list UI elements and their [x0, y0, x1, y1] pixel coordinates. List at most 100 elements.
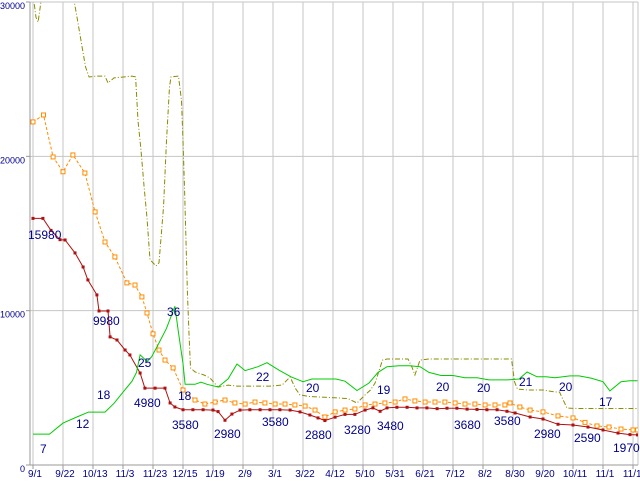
data-point-marker: [502, 402, 508, 408]
data-point-marker: [402, 396, 408, 402]
data-point-marker: [278, 408, 282, 412]
data-point-marker: [70, 152, 76, 158]
data-point-marker: [97, 309, 101, 313]
x-axis-tick-label: 9/20: [535, 469, 555, 480]
data-point-marker: [412, 398, 418, 404]
price-data-label: 2880: [305, 428, 332, 442]
data-point-marker: [202, 401, 208, 407]
x-axis-tick-label: 8/2: [478, 469, 492, 480]
data-point-marker: [616, 431, 620, 435]
price-data-label: 2590: [574, 431, 601, 445]
data-point-marker: [73, 251, 77, 255]
data-point-marker: [238, 408, 242, 412]
data-point-marker: [332, 409, 338, 415]
data-point-marker: [30, 119, 36, 125]
data-point-marker: [445, 406, 449, 410]
data-point-marker: [495, 408, 499, 412]
data-point-marker: [170, 365, 176, 371]
data-point-marker: [618, 426, 624, 432]
data-point-marker: [482, 402, 488, 408]
count-data-label: 12: [76, 417, 90, 431]
x-axis-tick-label: 9/1: [28, 469, 42, 480]
data-point-marker: [292, 402, 298, 408]
data-point-marker: [222, 397, 228, 403]
x-axis-tick-label: 12/15: [172, 469, 197, 480]
data-point-marker: [106, 309, 110, 313]
data-point-marker: [513, 411, 517, 415]
data-labels: 15980 9980 4980 3580 2980 3580 2880 3280 3480 368…: [28, 228, 640, 456]
data-point-marker: [465, 407, 469, 411]
data-point-marker: [268, 408, 272, 412]
x-axis-tick-label: 2/9: [238, 469, 252, 480]
data-point-marker: [601, 428, 605, 432]
data-point-marker: [556, 422, 560, 426]
data-point-marker: [462, 401, 468, 407]
data-point-marker: [571, 423, 575, 427]
data-point-marker: [415, 406, 419, 410]
y-axis-labels: 0 10000 20000 30000: [0, 1, 25, 474]
count-data-label: 20: [306, 381, 320, 395]
series-orange-dashed-markers: [30, 112, 638, 433]
data-point-marker: [86, 278, 90, 282]
price-data-label: 3580: [262, 415, 289, 429]
data-point-marker: [50, 154, 56, 160]
data-point-marker: [143, 386, 147, 390]
x-axis-tick-label: 5/10: [355, 469, 375, 480]
count-data-label: 36: [167, 305, 181, 319]
data-point-marker: [485, 408, 489, 412]
gridlines: [30, 1, 639, 465]
data-point-marker: [288, 408, 292, 412]
series-orange-dashed-line: [32, 114, 638, 431]
data-point-marker: [405, 405, 409, 409]
data-point-marker: [322, 414, 328, 420]
data-point-marker: [372, 401, 378, 407]
data-point-marker: [49, 228, 53, 232]
data-point-marker: [272, 401, 278, 407]
data-point-marker: [323, 419, 327, 423]
data-point-marker: [528, 415, 532, 419]
data-point-marker: [298, 410, 302, 414]
data-point-marker: [382, 400, 388, 406]
count-data-label: 17: [599, 395, 613, 409]
data-point-marker: [628, 433, 632, 437]
series-green-count-line: [33, 306, 638, 435]
data-point-marker: [216, 410, 220, 414]
x-axis-tick-label: 3/1: [268, 469, 282, 480]
data-point-marker: [606, 424, 612, 430]
data-point-marker: [191, 408, 195, 412]
count-data-label: 18: [178, 389, 192, 403]
data-point-marker: [156, 347, 162, 353]
data-point-marker: [211, 408, 215, 412]
data-point-marker: [248, 408, 252, 412]
x-axis-tick-label: 1/19: [205, 469, 225, 480]
data-point-marker: [58, 238, 62, 242]
data-point-marker: [63, 238, 67, 242]
y-axis-tick-label: 10000: [0, 310, 25, 320]
data-point-marker: [41, 216, 45, 220]
data-point-marker: [128, 353, 132, 357]
price-data-label: 2980: [214, 427, 241, 441]
price-data-label: 4980: [134, 396, 161, 410]
y-axis-tick-label: 0: [20, 464, 25, 474]
x-axis-tick-label: 11/3: [116, 469, 135, 480]
price-data-label: 3280: [344, 423, 371, 437]
data-point-marker: [230, 412, 234, 416]
count-data-label: 18: [97, 388, 111, 402]
data-point-marker: [60, 169, 66, 175]
data-point-marker: [112, 254, 118, 260]
data-point-marker: [262, 400, 268, 406]
data-point-marker: [395, 405, 399, 409]
x-axis-tick-label: 3/22: [295, 469, 315, 480]
price-data-label: 3480: [377, 419, 404, 433]
data-point-marker: [138, 371, 142, 375]
data-point-marker: [342, 407, 348, 413]
data-point-marker: [181, 408, 185, 412]
price-data-label: 1970: [613, 441, 640, 455]
data-point-marker: [180, 387, 186, 393]
data-point-marker: [586, 425, 590, 429]
data-point-marker: [41, 112, 46, 118]
data-point-marker: [371, 406, 375, 410]
x-axis-tick-label: 10/11: [563, 469, 588, 480]
data-point-marker: [102, 239, 108, 245]
